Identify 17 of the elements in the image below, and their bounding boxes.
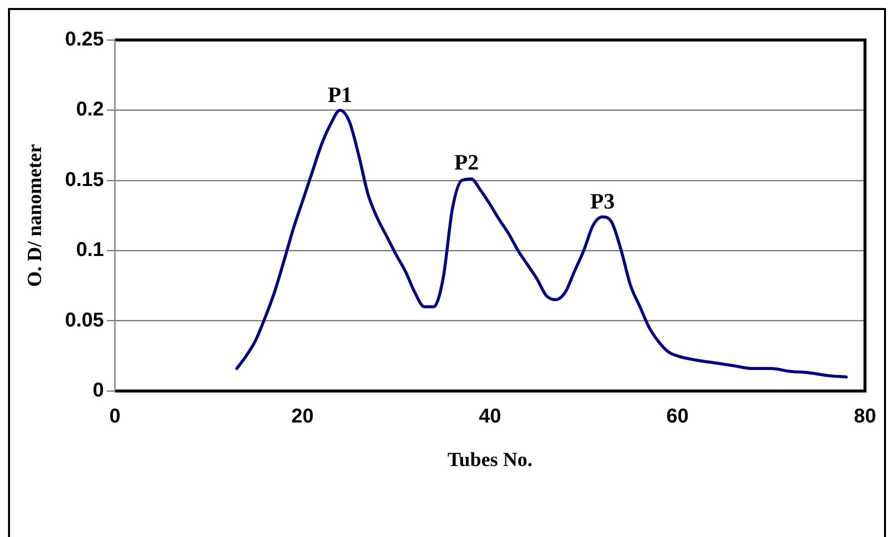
line-series xyxy=(235,108,848,378)
annotation: P3 xyxy=(590,188,615,214)
x-tick-label: 40 xyxy=(478,406,502,428)
annotation: P1 xyxy=(328,82,352,107)
y-tick-label: 0.05 xyxy=(64,309,104,332)
x-axis-title: Tubes No. xyxy=(448,449,532,472)
annotation: P2 xyxy=(454,149,479,174)
x-tick-label: 80 xyxy=(854,406,876,428)
x-tick-label: 20 xyxy=(291,406,314,428)
y-tick-label: 0.1 xyxy=(76,239,104,262)
y-tick-label: 0.2 xyxy=(76,98,104,121)
x-tick-label: 0 xyxy=(109,406,120,428)
y-tick-label: 0 xyxy=(92,380,104,402)
y-axis-title: O. D/ nanometer xyxy=(24,144,46,287)
y-tick-label: 0.15 xyxy=(64,168,104,191)
x-tick-label: 60 xyxy=(666,406,689,428)
y-tick-label: 0.25 xyxy=(64,28,104,51)
